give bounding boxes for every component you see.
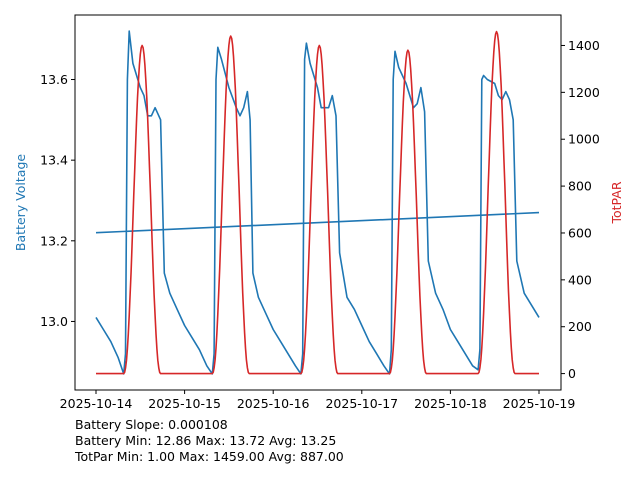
plot-frame [74,14,562,391]
stats-line-slope: Battery Slope: 0.000108 [75,417,228,432]
chart-figure: 2025-10-14 2025-10-15 2025-10-16 2025-10-17… [13,14,624,411]
y-right-tick-label: 400 [568,272,592,287]
y-right-tick-label: 200 [568,319,592,334]
x-tick-label: 2025-10-18 [414,396,487,411]
battery-trend-line [95,211,540,234]
x-tick-label: 2025-10-14 [60,396,133,411]
y-right-tick-label: 1000 [568,132,600,147]
y-left-tick-label: 13.0 [40,314,68,329]
y-right-tick-label: 0 [568,366,576,381]
y-right-tick-label: 1400 [568,38,600,53]
stats-line-battery: Battery Min: 12.86 Max: 13.72 Avg: 13.25 [75,433,337,448]
y-right-tick-label: 800 [568,179,592,194]
y-left-tick-label: 13.6 [40,72,68,87]
plot-area [95,30,540,375]
y-right-axis-label: TotPAR [609,181,624,224]
y-left-tick-label: 13.4 [40,153,68,168]
x-tick-label: 2025-10-16 [237,396,310,411]
y-right-tick-label: 1200 [568,85,600,100]
y-left-axis-label: Battery Voltage [13,154,28,251]
x-tick-label: 2025-10-19 [503,396,576,411]
battery-voltage-line [95,30,540,375]
y-left-tick-label: 13.2 [40,233,68,248]
y-right-tick-label: 600 [568,225,592,240]
x-tick-label: 2025-10-15 [148,396,221,411]
stats-line-totpar: TotPar Min: 1.00 Max: 1459.00 Avg: 887.0… [75,449,344,464]
totpar-line [96,30,539,375]
axes: 2025-10-14 2025-10-15 2025-10-16 2025-10-17… [13,14,624,411]
x-tick-label: 2025-10-17 [325,396,398,411]
